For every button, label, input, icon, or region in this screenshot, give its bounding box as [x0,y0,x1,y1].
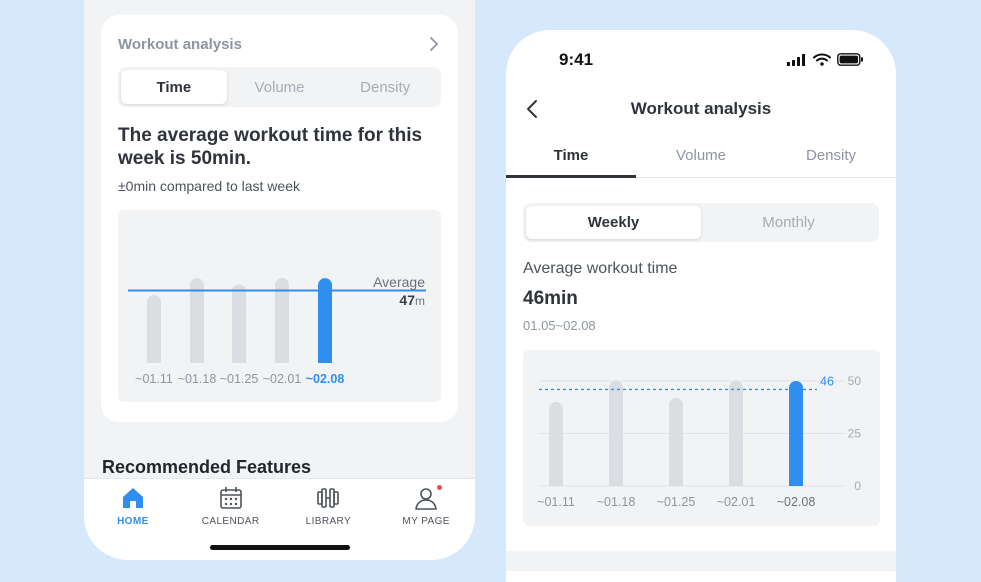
y-tick-label: 25 [848,427,862,441]
workout-analysis-card[interactable]: Workout analysis Time Volume Density The… [101,15,458,422]
average-reference-label: 46 [820,374,834,388]
tab-volume[interactable]: Volume [675,147,727,164]
x-tick-label: ~01.18 [178,372,217,386]
seg-volume[interactable]: Volume [254,78,305,96]
tab-home[interactable]: HOME [84,479,182,560]
section-divider [506,551,896,571]
comparison-text: ±0min compared to last week [118,178,300,194]
x-tick-label: ~02.08 [306,372,345,386]
chart-bar-base [609,479,623,486]
signal-icon [787,53,805,66]
x-tick-label: ~01.25 [657,495,696,509]
tab-calendar[interactable]: CALENDAR [182,479,280,560]
card-title: Workout analysis [118,35,242,53]
nav-title: Workout analysis [630,99,772,118]
chart-bar-base [232,356,246,363]
chart-bar [318,278,332,363]
chart-bar [789,381,803,486]
tab-density[interactable]: Density [805,147,857,164]
battery-icon [837,53,863,66]
tab-label: CALENDAR [201,516,260,527]
tab-my-page[interactable]: MY PAGE [377,479,475,560]
recommended-features-title: Recommended Features [102,457,312,477]
average-annotation: Average 47m [373,273,425,310]
metric-value: 46min [523,288,578,309]
chart-bar [190,278,204,363]
status-bar: 9:41 [506,30,896,90]
average-value: 47 [399,292,415,308]
x-tick-label: ~01.11 [135,372,173,386]
metric-label: Average workout time [523,260,678,277]
chart-bar [147,295,161,363]
chart-bar-base [147,356,161,363]
average-time-chart-svg: 0 25 50 ~01.11 ~01.18 ~01.25 ~02.01 ~02.08 46 [537,374,862,509]
chart-bar [275,278,289,363]
dumbbell-icon [317,488,340,508]
chevron-right-icon[interactable] [427,36,441,52]
average-headline: The average workout time for this week i… [118,125,423,169]
seg-monthly[interactable]: Monthly [762,214,815,231]
chart-bar [609,381,623,486]
x-tick-label: ~02.01 [717,495,756,509]
chart-bar [232,284,246,363]
weekly-chart-svg: ~01.11 ~01.18 ~01.25 ~02.01 ~02.08 [128,278,426,386]
chart-bar-base [729,479,743,486]
period-segmented-control: Weekly Monthly [523,203,879,242]
person-icon [415,488,437,510]
chart-bar-base [275,356,289,363]
x-tick-label: ~01.25 [220,372,259,386]
chart-bar [669,397,683,486]
home-indicator [210,545,350,550]
seg-time[interactable]: Time [121,70,227,104]
chart-bar-base [190,356,204,363]
back-arrow-icon[interactable] [522,98,544,120]
average-unit: m [415,294,425,308]
x-tick-label: ~02.01 [263,372,302,386]
weekly-chart: ~01.11 ~01.18 ~01.25 ~02.01 ~02.08 Average 4… [118,210,441,402]
chart-bar-base [789,479,803,486]
x-tick-label: ~01.18 [597,495,636,509]
x-tick-label: ~02.08 [777,495,816,509]
notification-badge [437,485,443,490]
status-icons [787,53,864,66]
x-tick-label: ~01.11 [537,495,575,509]
seg-weekly[interactable]: Weekly [526,206,701,239]
tab-time[interactable]: Time [506,136,636,178]
average-label: Average [373,274,425,290]
calendar-icon [219,487,242,509]
date-range: 01.05~02.08 [523,318,596,333]
chart-bar [549,402,563,486]
left-phone-screen: Workout analysis Time Volume Density The… [84,0,475,560]
average-time-chart: 0 25 50 ~01.11 ~01.18 ~01.25 ~02.01 ~02.08 46 [523,350,880,526]
tab-library[interactable]: LIBRARY [280,479,378,560]
chart-bar-base [549,479,563,486]
chart-bar-base [669,479,683,486]
metric-segmented-control: Time Volume Density [118,67,441,107]
navigation-bar: Workout analysis [506,92,896,126]
chart-bar [729,381,743,486]
tab-label: LIBRARY [305,516,352,527]
status-time: 9:41 [559,50,594,69]
y-tick-label: 0 [854,479,861,493]
metric-tabs: Time Volume Density [506,136,896,178]
card-header[interactable]: Workout analysis [118,33,441,55]
wifi-icon [813,53,831,66]
y-tick-label: 50 [848,374,862,388]
tab-label: HOME [117,516,149,527]
right-phone-screen: 9:41 [506,30,896,582]
seg-density[interactable]: Density [360,78,411,96]
chart-bar-base [318,356,332,363]
home-icon [122,488,143,508]
tab-label: MY PAGE [402,516,450,527]
